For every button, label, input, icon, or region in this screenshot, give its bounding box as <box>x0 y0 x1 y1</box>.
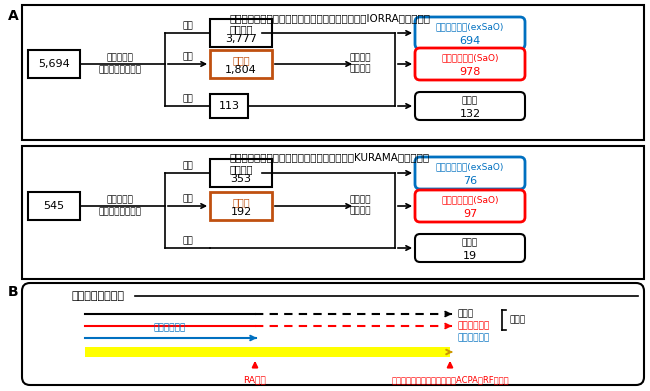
Text: あり: あり <box>183 52 194 61</box>
Text: 192: 192 <box>230 207 252 217</box>
Text: 発症時禁煙者(exSaO): 発症時禁煙者(exSaO) <box>436 23 504 32</box>
Bar <box>85 347 450 357</box>
Bar <box>22 5 644 140</box>
Text: 5,694: 5,694 <box>38 59 70 69</box>
FancyBboxPatch shape <box>415 92 525 120</box>
Text: 京都大学医学部附属病院リウマチセンター（KURAMAコホート）: 京都大学医学部附属病院リウマチセンター（KURAMAコホート） <box>230 152 430 162</box>
Text: 発症時の: 発症時の <box>349 54 370 63</box>
Text: 3,777: 3,777 <box>225 34 257 44</box>
Text: 発症時喫煙者: 発症時喫煙者 <box>458 321 490 330</box>
Text: 353: 353 <box>231 174 252 184</box>
Text: B: B <box>8 285 19 299</box>
Text: 不明: 不明 <box>183 95 194 104</box>
Text: 発症時喫煙者(SaO): 発症時喫煙者(SaO) <box>441 54 499 63</box>
FancyBboxPatch shape <box>22 283 644 385</box>
Text: 喫煙者: 喫煙者 <box>510 316 526 325</box>
Text: RA発症: RA発症 <box>244 375 266 384</box>
Text: 不明: 不明 <box>183 237 194 246</box>
Text: 非喫煙者: 非喫煙者 <box>229 24 253 34</box>
Text: 978: 978 <box>460 67 481 77</box>
Text: A: A <box>8 9 19 23</box>
FancyBboxPatch shape <box>415 17 525 49</box>
Text: 喫煙状況: 喫煙状況 <box>349 206 370 215</box>
Text: 東京女子医科大学膠原病リウマチ痛風センター（IORRAコホート）: 東京女子医科大学膠原病リウマチ痛風センター（IORRAコホート） <box>229 13 430 23</box>
Text: 喫煙状況: 喫煙状況 <box>349 65 370 74</box>
FancyBboxPatch shape <box>415 234 525 262</box>
Text: 97: 97 <box>463 209 477 219</box>
FancyBboxPatch shape <box>415 190 525 222</box>
Text: 1,804: 1,804 <box>225 65 257 75</box>
Bar <box>22 146 644 279</box>
Text: 発症時禁煙者: 発症時禁煙者 <box>458 334 490 343</box>
Text: 喫煙患者の層別化: 喫煙患者の層別化 <box>72 291 125 301</box>
Text: 76: 76 <box>463 176 477 186</box>
Text: 132: 132 <box>460 109 480 119</box>
Text: 545: 545 <box>44 201 64 211</box>
Bar <box>210 192 272 220</box>
Text: 喫煙者: 喫煙者 <box>232 197 250 207</box>
Text: （最新の受診時）: （最新の受診時） <box>99 66 142 75</box>
Bar <box>210 94 248 118</box>
Text: 発症時の: 発症時の <box>349 196 370 204</box>
Text: 19: 19 <box>463 251 477 261</box>
Bar <box>28 192 80 220</box>
Bar <box>210 159 272 187</box>
Text: 発症時禁煙者(exSaO): 発症時禁煙者(exSaO) <box>436 163 504 172</box>
Bar <box>28 50 80 78</box>
Text: （最新の受診時）: （最新の受診時） <box>99 208 142 217</box>
Text: その他: その他 <box>462 239 478 248</box>
Bar <box>210 50 272 78</box>
Text: なし: なし <box>183 161 194 170</box>
Text: なし: なし <box>183 22 194 30</box>
Text: その他: その他 <box>462 97 478 106</box>
FancyBboxPatch shape <box>415 48 525 80</box>
Text: 発症前に禁煙: 発症前に禁煙 <box>154 323 186 332</box>
Text: 発症時喫煙者(SaO): 発症時喫煙者(SaO) <box>441 196 499 204</box>
Text: 113: 113 <box>218 101 239 111</box>
Text: 最新受診時（喫煙歴の聴取、ACPA・RF測定）: 最新受診時（喫煙歴の聴取、ACPA・RF測定） <box>391 375 509 384</box>
Text: 694: 694 <box>460 36 480 46</box>
Bar <box>210 19 272 47</box>
Text: 喫煙者: 喫煙者 <box>232 55 250 65</box>
FancyBboxPatch shape <box>415 157 525 189</box>
Text: 生涯喫煙歴: 生涯喫煙歴 <box>107 196 133 204</box>
Text: 非喫煙者: 非喫煙者 <box>229 164 253 174</box>
Text: その他: その他 <box>458 310 474 319</box>
Text: あり: あり <box>183 194 194 203</box>
Text: 生涯喫煙歴: 生涯喫煙歴 <box>107 54 133 63</box>
